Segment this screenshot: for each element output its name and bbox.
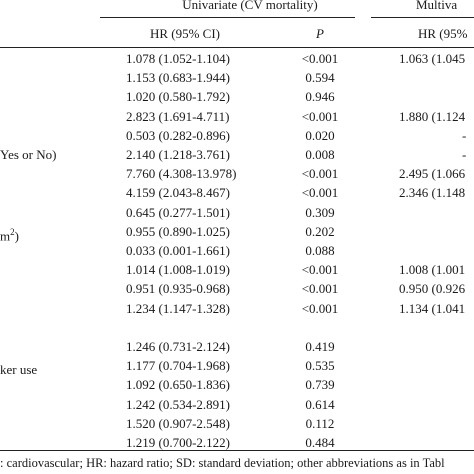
univariate-p-cell: 0.614	[305, 396, 335, 412]
univariate-hr-cell: 1.520 (0.907-2.548)	[126, 415, 230, 431]
univariate-hr-cell: 0.951 (0.935-0.968)	[126, 281, 230, 297]
multivariate-hr-cell: 1.880 (1.124	[399, 108, 466, 124]
row-label-m2-close: )	[14, 228, 19, 244]
univariate-p-cell: 0.309	[305, 204, 335, 220]
univariate-p-cell: <0.001	[301, 281, 339, 297]
univariate-hr-cell: 1.242 (0.534-2.891)	[126, 396, 230, 412]
univariate-hr-cell: 2.140 (1.218-3.761)	[126, 147, 230, 162]
row-label-m2-text: m	[0, 228, 11, 244]
univariate-hr-cell: 1.153 (0.683-1.944)	[126, 70, 230, 86]
univariate-p-cell: <0.001	[301, 166, 339, 182]
header-group-rule-multivariate	[371, 17, 474, 18]
univariate-hr-cell: 4.159 (2.043-8.467)	[126, 185, 230, 201]
univariate-p-cell: 0.535	[305, 358, 335, 374]
univariate-p-cell: 0.008	[305, 147, 335, 162]
univariate-p-cell: 0.946	[305, 89, 335, 105]
multivariate-group-header: Multiva	[416, 0, 458, 12]
univariate-p-cell: 0.594	[305, 70, 335, 86]
multivariate-hr-cell: 1.134 (1.041	[399, 300, 466, 316]
univariate-hr-cell: 1.078 (1.052-1.104)	[126, 51, 230, 66]
univariate-p-cell: 0.739	[305, 377, 335, 393]
univariate-hr-cell: 0.645 (0.277-1.501)	[126, 204, 230, 220]
multivariate-hr-cell: 1.008 (1.001	[399, 262, 466, 278]
univariate-p-cell: 0.484	[305, 435, 335, 450]
multivariate-hr-cell: -	[462, 127, 467, 143]
univariate-p-cell: <0.001	[301, 300, 339, 316]
header-group-rule-univariate	[100, 17, 355, 18]
univariate-p-cell: <0.001	[301, 51, 339, 66]
univariate-hr-cell: 1.020 (0.580-1.792)	[126, 89, 230, 105]
univariate-hr-cell: 0.033 (0.001-1.661)	[126, 243, 230, 258]
footnote: : cardiovascular; HR: hazard ratio; SD: …	[0, 456, 445, 470]
univariate-hr-cell: 2.823 (1.691-4.711)	[126, 108, 230, 124]
univariate-p-cell: <0.001	[301, 108, 339, 124]
univariate-group-header: Univariate (CV mortality)	[182, 0, 318, 12]
row-label-ker-use: ker use	[0, 362, 38, 377]
univariate-hr-cell: 7.760 (4.308-13.978)	[126, 166, 237, 182]
multivariate-hr-cell: 2.346 (1.148	[399, 185, 466, 201]
univariate-p-cell: 0.419	[305, 339, 335, 354]
multivariate-hr-cell: 2.495 (1.066	[399, 166, 466, 182]
row-label-m2: m2)	[0, 224, 19, 244]
table-bottom-rule	[0, 450, 474, 451]
univariate-hr-cell: 1.177 (0.704-1.968)	[126, 358, 230, 374]
multivariate-hr-header: HR (95%	[418, 26, 468, 41]
univariate-hr-header: HR (95% CI)	[149, 26, 221, 41]
multivariate-hr-cell: 0.950 (0.926	[399, 281, 466, 297]
univariate-p-cell: 0.112	[305, 415, 335, 431]
univariate-hr-cell: 1.234 (1.147-1.328)	[126, 300, 230, 316]
univariate-hr-cell: 1.246 (0.731-2.124)	[126, 339, 230, 354]
multivariate-hr-cell: -	[462, 147, 467, 162]
univariate-p-cell: 0.020	[305, 127, 335, 143]
univariate-p-header: P	[316, 26, 324, 41]
univariate-hr-cell: 1.092 (0.650-1.836)	[126, 377, 230, 393]
univariate-p-cell: 0.202	[305, 223, 335, 239]
univariate-hr-cell: 0.955 (0.890-1.025)	[126, 223, 230, 239]
multivariate-hr-cell: 1.063 (1.045	[399, 51, 466, 66]
univariate-hr-cell: 1.219 (0.700-2.122)	[126, 435, 230, 450]
row-label-yes-or-no: Yes or No)	[0, 147, 57, 162]
univariate-p-cell: <0.001	[301, 185, 339, 201]
row-label-m2-sup: 2	[10, 227, 15, 237]
header-bottom-rule	[0, 47, 474, 48]
univariate-hr-cell: 1.014 (1.008-1.019)	[126, 262, 230, 278]
univariate-p-cell: 0.088	[305, 243, 335, 258]
univariate-p-cell: <0.001	[301, 262, 339, 278]
univariate-hr-cell: 0.503 (0.282-0.896)	[126, 127, 230, 143]
